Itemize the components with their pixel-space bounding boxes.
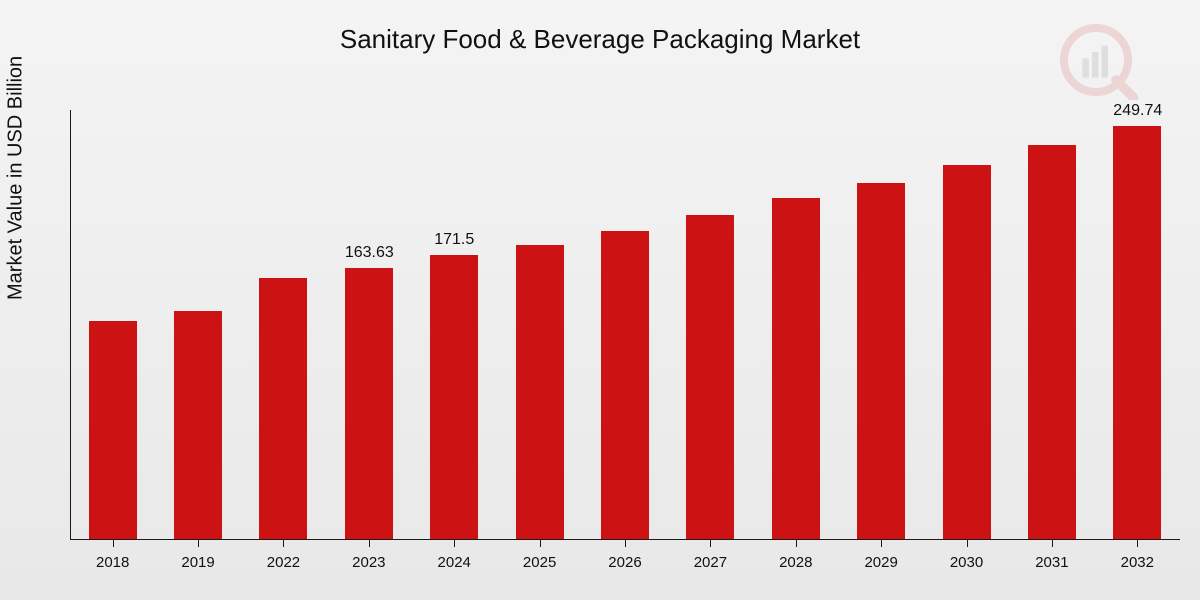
x-tick-mark [710, 540, 711, 547]
x-tick-mark [198, 540, 199, 547]
x-tick-label: 2019 [155, 554, 240, 571]
x-tick-label: 2023 [326, 554, 411, 571]
x-tick-label: 2027 [668, 554, 753, 571]
x-tick-mark [1052, 540, 1053, 547]
x-tick-label: 2031 [1009, 554, 1094, 571]
bar [174, 311, 222, 539]
bar-value-label: 249.74 [1113, 102, 1161, 120]
x-tick-label: 2025 [497, 554, 582, 571]
x-tick-label: 2028 [753, 554, 838, 571]
bar [1028, 145, 1076, 539]
x-tick-label: 2022 [241, 554, 326, 571]
x-tick-label: 2024 [412, 554, 497, 571]
x-tick-label: 2032 [1095, 554, 1180, 571]
watermark-logo [1060, 20, 1140, 100]
bar [857, 183, 905, 539]
bar [89, 321, 137, 539]
x-tick-mark [967, 540, 968, 547]
x-tick-mark [1137, 540, 1138, 547]
bar [259, 278, 307, 539]
x-tick-mark [454, 540, 455, 547]
x-tick-label: 2029 [838, 554, 923, 571]
bar: 171.5 [430, 255, 478, 539]
bar-value-label: 171.5 [430, 231, 478, 249]
bar [772, 198, 820, 539]
x-tick-mark [369, 540, 370, 547]
x-tick-label: 2026 [582, 554, 667, 571]
chart-title: Sanitary Food & Beverage Packaging Marke… [0, 24, 1200, 55]
x-tick-label: 2030 [924, 554, 1009, 571]
y-axis-label: Market Value in USD Billion [5, 56, 28, 300]
x-tick-mark [625, 540, 626, 547]
bar: 249.74 [1113, 126, 1161, 539]
bar-value-label: 163.63 [345, 244, 393, 262]
bar [943, 165, 991, 539]
x-tick-mark [283, 540, 284, 547]
x-tick-mark [796, 540, 797, 547]
x-tick-mark [113, 540, 114, 547]
bar [686, 215, 734, 539]
x-tick-mark [540, 540, 541, 547]
y-axis-line [70, 110, 71, 540]
bar [516, 245, 564, 539]
plot-area: 201820192022163.632023171.52024202520262… [70, 110, 1180, 540]
bar: 163.63 [345, 268, 393, 539]
x-tick-label: 2018 [70, 554, 155, 571]
bar [601, 231, 649, 539]
x-tick-mark [881, 540, 882, 547]
